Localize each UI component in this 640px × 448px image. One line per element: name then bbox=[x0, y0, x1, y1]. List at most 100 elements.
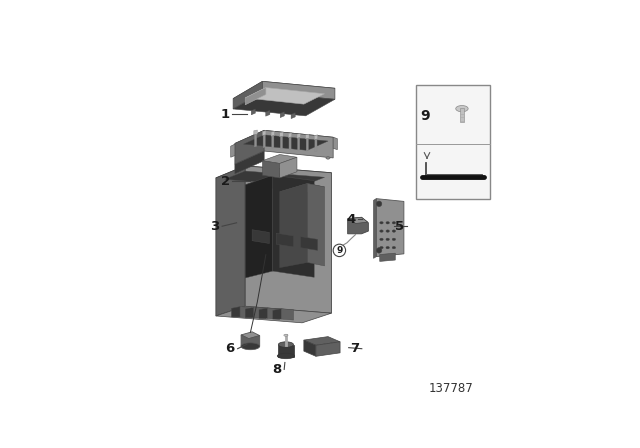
Ellipse shape bbox=[386, 238, 389, 241]
Circle shape bbox=[376, 201, 382, 207]
Text: 6: 6 bbox=[226, 342, 235, 355]
Text: 137787: 137787 bbox=[429, 382, 474, 395]
Polygon shape bbox=[424, 162, 481, 176]
Polygon shape bbox=[254, 130, 257, 135]
Polygon shape bbox=[304, 336, 340, 345]
Ellipse shape bbox=[386, 222, 389, 224]
Circle shape bbox=[333, 244, 346, 257]
Polygon shape bbox=[280, 157, 297, 178]
Text: 2: 2 bbox=[221, 175, 230, 188]
Ellipse shape bbox=[380, 230, 383, 232]
Ellipse shape bbox=[277, 353, 294, 359]
Polygon shape bbox=[245, 87, 266, 105]
Polygon shape bbox=[348, 217, 369, 234]
Polygon shape bbox=[297, 134, 300, 138]
Polygon shape bbox=[263, 135, 265, 147]
Text: 5: 5 bbox=[395, 220, 404, 233]
Polygon shape bbox=[298, 138, 300, 151]
Polygon shape bbox=[216, 166, 332, 185]
Polygon shape bbox=[280, 184, 307, 267]
Polygon shape bbox=[245, 166, 332, 313]
Ellipse shape bbox=[284, 334, 288, 336]
Polygon shape bbox=[314, 135, 317, 140]
Ellipse shape bbox=[241, 343, 260, 350]
Ellipse shape bbox=[278, 342, 294, 347]
Ellipse shape bbox=[326, 157, 330, 159]
Polygon shape bbox=[300, 237, 317, 250]
Polygon shape bbox=[268, 308, 280, 319]
Polygon shape bbox=[349, 217, 367, 224]
Polygon shape bbox=[245, 175, 314, 190]
Polygon shape bbox=[271, 131, 275, 136]
Polygon shape bbox=[282, 309, 294, 320]
Polygon shape bbox=[262, 155, 297, 164]
Polygon shape bbox=[245, 307, 254, 318]
Polygon shape bbox=[252, 109, 255, 115]
Polygon shape bbox=[272, 135, 274, 148]
Polygon shape bbox=[316, 342, 340, 356]
Polygon shape bbox=[273, 309, 282, 319]
Polygon shape bbox=[273, 175, 314, 277]
Polygon shape bbox=[266, 110, 270, 116]
Polygon shape bbox=[262, 131, 266, 135]
Text: 9: 9 bbox=[420, 108, 429, 123]
Polygon shape bbox=[278, 345, 294, 357]
Polygon shape bbox=[216, 306, 332, 323]
Polygon shape bbox=[315, 139, 317, 152]
Polygon shape bbox=[254, 307, 266, 319]
Polygon shape bbox=[225, 171, 324, 185]
Text: 4: 4 bbox=[346, 213, 356, 226]
Polygon shape bbox=[305, 134, 309, 139]
Polygon shape bbox=[280, 184, 324, 195]
Text: 9: 9 bbox=[336, 246, 342, 255]
Ellipse shape bbox=[392, 238, 396, 241]
Ellipse shape bbox=[386, 230, 389, 232]
Polygon shape bbox=[235, 151, 264, 174]
Polygon shape bbox=[280, 112, 284, 117]
Polygon shape bbox=[233, 92, 335, 116]
Polygon shape bbox=[280, 132, 283, 137]
Polygon shape bbox=[231, 144, 235, 157]
Polygon shape bbox=[304, 340, 316, 356]
Ellipse shape bbox=[392, 230, 396, 232]
Ellipse shape bbox=[392, 222, 396, 224]
Bar bbox=[460, 108, 465, 122]
Circle shape bbox=[376, 248, 382, 253]
Polygon shape bbox=[276, 233, 294, 247]
Polygon shape bbox=[333, 137, 337, 150]
Ellipse shape bbox=[392, 246, 396, 249]
Polygon shape bbox=[280, 136, 282, 149]
Polygon shape bbox=[235, 130, 333, 151]
Polygon shape bbox=[235, 130, 264, 164]
Polygon shape bbox=[240, 306, 252, 318]
Polygon shape bbox=[262, 82, 335, 99]
Polygon shape bbox=[289, 133, 292, 138]
Polygon shape bbox=[241, 332, 260, 339]
Ellipse shape bbox=[380, 222, 383, 224]
Polygon shape bbox=[232, 306, 240, 317]
Text: 1: 1 bbox=[221, 108, 230, 121]
Polygon shape bbox=[245, 87, 324, 104]
Polygon shape bbox=[289, 137, 291, 150]
Text: 7: 7 bbox=[350, 342, 359, 355]
Polygon shape bbox=[252, 230, 269, 244]
Polygon shape bbox=[216, 166, 245, 316]
Text: 8: 8 bbox=[272, 363, 282, 376]
Polygon shape bbox=[233, 82, 335, 106]
Polygon shape bbox=[264, 130, 333, 158]
Polygon shape bbox=[307, 184, 324, 266]
Polygon shape bbox=[259, 308, 268, 319]
Polygon shape bbox=[245, 175, 273, 278]
Polygon shape bbox=[374, 198, 376, 258]
Ellipse shape bbox=[386, 246, 389, 249]
Polygon shape bbox=[307, 138, 308, 151]
Polygon shape bbox=[262, 161, 280, 178]
Text: 3: 3 bbox=[210, 220, 220, 233]
Polygon shape bbox=[233, 82, 262, 109]
Polygon shape bbox=[376, 198, 404, 257]
Ellipse shape bbox=[380, 238, 383, 241]
FancyBboxPatch shape bbox=[416, 85, 490, 198]
Polygon shape bbox=[255, 134, 257, 147]
Polygon shape bbox=[243, 135, 328, 151]
Polygon shape bbox=[241, 335, 260, 348]
